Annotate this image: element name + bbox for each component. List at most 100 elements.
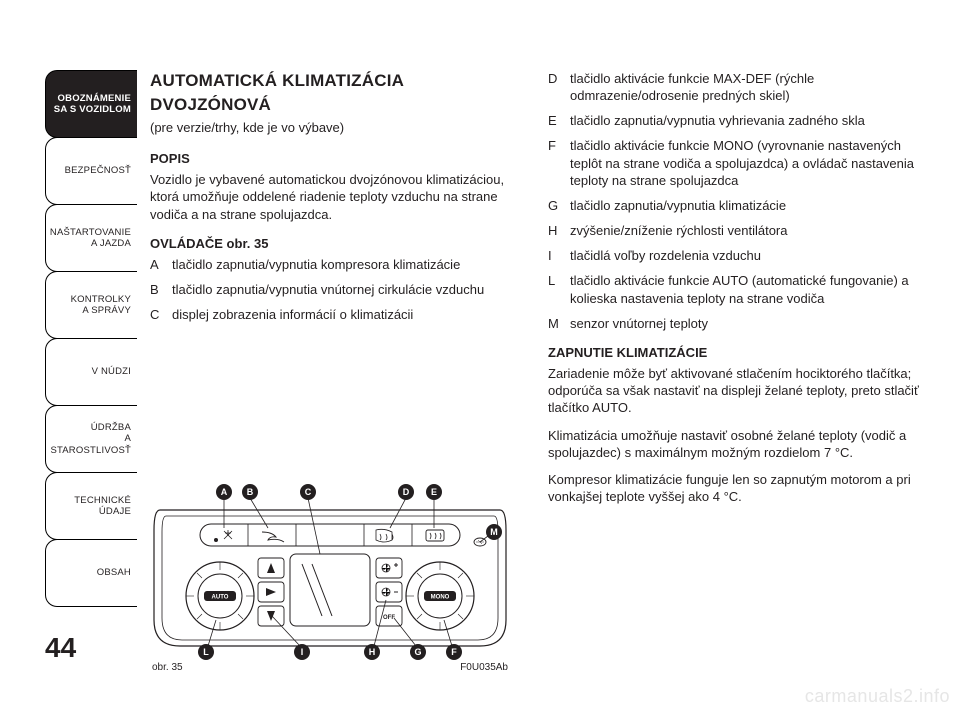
zapnutie-p1: Zariadenie môže byť aktivované stlačením… xyxy=(548,365,920,416)
sidebar-tab-udrzba[interactable]: ÚDRŽBA A STAROSTLIVOSŤ xyxy=(45,405,137,473)
item-text: tlačidlo zapnutia/vypnutia vyhrievania z… xyxy=(570,112,920,129)
item-letter: C xyxy=(150,306,172,323)
list-item: D tlačidlo aktivácie funkcie MAX-DEF (rý… xyxy=(548,70,920,104)
sidebar-nav: OBOZNÁMENIE SA S VOZIDLOM BEZPEČNOSŤ NAŠ… xyxy=(45,70,137,607)
sidebar-tab-bezpecnost[interactable]: BEZPEČNOSŤ xyxy=(45,137,137,205)
auto-label: AUTO xyxy=(212,595,229,601)
item-letter: L xyxy=(548,272,570,306)
tab-label-line1: KONTROLKY xyxy=(71,294,131,305)
tab-label-line2: A JAZDA xyxy=(91,238,131,249)
top-button-bar xyxy=(200,524,460,546)
list-item: C displej zobrazenia informácií o klimat… xyxy=(150,306,522,323)
fan-down-icon xyxy=(382,588,398,596)
figure-number: obr. 35 xyxy=(152,662,183,673)
item-letter: G xyxy=(548,197,570,214)
list-item: I tlačidlá voľby rozdelenia vzduchu xyxy=(548,247,920,264)
callout-letter: G xyxy=(414,647,421,657)
tab-label-line1: OBSAH xyxy=(97,567,131,578)
item-text: tlačidlo zapnutia/vypnutia klimatizácie xyxy=(570,197,920,214)
callout-letter: D xyxy=(403,487,410,497)
callout-letter: C xyxy=(305,487,312,497)
item-letter: B xyxy=(150,281,172,298)
callout-letter: B xyxy=(247,487,254,497)
item-text: tlačidlo zapnutia/vypnutia vnútornej cir… xyxy=(172,281,522,298)
ac-led-icon xyxy=(214,538,218,542)
tab-label-line1: ÚDRŽBA xyxy=(91,422,131,433)
snowflake-icon xyxy=(224,530,232,539)
tab-label-line2: SA S VOZIDLOM xyxy=(54,104,131,115)
item-text: senzor vnútornej teploty xyxy=(570,315,920,332)
tab-label-line2: A STAROSTLIVOSŤ xyxy=(46,433,131,456)
popis-text: Vozidlo je vybavené automatickou dvojzón… xyxy=(150,171,522,222)
list-item: H zvýšenie/zníženie rýchlosti ventilátor… xyxy=(548,222,920,239)
item-letter: D xyxy=(548,70,570,104)
sidebar-tab-obsah[interactable]: OBSAH xyxy=(45,539,137,607)
list-item: G tlačidlo zapnutia/vypnutia klimatizáci… xyxy=(548,197,920,214)
ovladace-heading: OVLÁDAČE obr. 35 xyxy=(150,235,522,252)
item-text: tlačidlo aktivácie funkcie MAX-DEF (rých… xyxy=(570,70,920,104)
display-reflection xyxy=(302,564,332,616)
callout-letter: E xyxy=(431,487,437,497)
item-text: tlačidlo zapnutia/vypnutia kompresora kl… xyxy=(172,256,522,273)
section-title-line2: DVOJZÓNOVÁ xyxy=(150,94,522,116)
callout-letter: I xyxy=(301,647,304,657)
left-column: AUTOMATICKÁ KLIMATIZÁCIA DVOJZÓNOVÁ (pre… xyxy=(150,70,522,515)
watermark-text: carmanuals2.info xyxy=(805,686,950,707)
callout-letter: H xyxy=(369,647,376,657)
sidebar-tab-vnudzi[interactable]: V NÚDZI xyxy=(45,338,137,406)
off-label: OFF xyxy=(383,615,395,621)
callout-letter: A xyxy=(221,487,228,497)
left-item-list: A tlačidlo zapnutia/vypnutia kompresora … xyxy=(150,256,522,323)
section-title-line1: AUTOMATICKÁ KLIMATIZÁCIA xyxy=(150,70,522,92)
list-item: A tlačidlo zapnutia/vypnutia kompresora … xyxy=(150,256,522,273)
item-letter: A xyxy=(150,256,172,273)
sidebar-tab-nastartovanie[interactable]: NAŠTARTOVANIE A JAZDA xyxy=(45,204,137,272)
item-text: displej zobrazenia informácií o klimatiz… xyxy=(172,306,522,323)
front-defrost-icon xyxy=(376,529,393,542)
list-item: M senzor vnútornej teploty xyxy=(548,315,920,332)
item-text: tlačidlá voľby rozdelenia vzduchu xyxy=(570,247,920,264)
sidebar-tab-technicke[interactable]: TECHNICKÉ ÚDAJE xyxy=(45,472,137,540)
tab-label-line2: ÚDAJE xyxy=(99,506,131,517)
popis-heading: POPIS xyxy=(150,150,522,167)
list-item: E tlačidlo zapnutia/vypnutia vyhrievania… xyxy=(548,112,920,129)
right-button-column: OFF xyxy=(376,558,402,626)
list-item: F tlačidlo aktivácie funkcie MONO (vyrov… xyxy=(548,137,920,188)
manual-page: OBOZNÁMENIE SA S VOZIDLOM BEZPEČNOSŤ NAŠ… xyxy=(0,0,960,709)
tab-label-line1: NAŠTARTOVANIE xyxy=(50,227,131,238)
callout-letter: F xyxy=(451,647,457,657)
down-arrow-icon xyxy=(267,611,275,621)
tab-label-line1: OBOZNÁMENIE xyxy=(58,93,131,104)
tab-label-line1: TECHNICKÉ xyxy=(74,495,131,506)
recirc-icon xyxy=(262,532,284,542)
page-number: 44 xyxy=(45,632,76,664)
right-column: D tlačidlo aktivácie funkcie MAX-DEF (rý… xyxy=(548,70,920,515)
right-knob-group: MONO xyxy=(406,562,474,630)
fan-up-icon xyxy=(382,563,398,572)
figure-caption: obr. 35 F0U035Ab xyxy=(150,662,510,673)
figure-35: AUTO MONO xyxy=(150,470,510,673)
list-item: B tlačidlo zapnutia/vypnutia vnútornej c… xyxy=(150,281,522,298)
left-button-column xyxy=(258,558,284,626)
item-text: zvýšenie/zníženie rýchlosti ventilátora xyxy=(570,222,920,239)
up-arrow-icon xyxy=(267,563,275,573)
sidebar-tab-oboznamenie[interactable]: OBOZNÁMENIE SA S VOZIDLOM xyxy=(45,70,137,138)
sidebar-tab-kontrolky[interactable]: KONTROLKY A SPRÁVY xyxy=(45,271,137,339)
zapnutie-p2: Klimatizácia umožňuje nastaviť osobné že… xyxy=(548,427,920,461)
tab-label-line1: BEZPEČNOSŤ xyxy=(65,165,131,176)
version-note: (pre verzie/trhy, kde je vo výbave) xyxy=(150,119,522,136)
figure-code: F0U035Ab xyxy=(460,662,508,673)
zapnutie-heading: ZAPNUTIE KLIMATIZÁCIE xyxy=(548,344,920,361)
callout-letter: L xyxy=(203,647,209,657)
item-text: tlačidlo aktivácie funkcie AUTO (automat… xyxy=(570,272,920,306)
left-knob-group: AUTO xyxy=(186,562,254,630)
zapnutie-p3: Kompresor klimatizácie funguje len so za… xyxy=(548,471,920,505)
content-area: AUTOMATICKÁ KLIMATIZÁCIA DVOJZÓNOVÁ (pre… xyxy=(150,70,920,515)
item-letter: M xyxy=(548,315,570,332)
climate-control-diagram: AUTO MONO xyxy=(150,470,510,660)
list-item: L tlačidlo aktivácie funkcie AUTO (autom… xyxy=(548,272,920,306)
item-text: tlačidlo aktivácie funkcie MONO (vyrovna… xyxy=(570,137,920,188)
item-letter: E xyxy=(548,112,570,129)
item-letter: I xyxy=(548,247,570,264)
item-letter: F xyxy=(548,137,570,188)
